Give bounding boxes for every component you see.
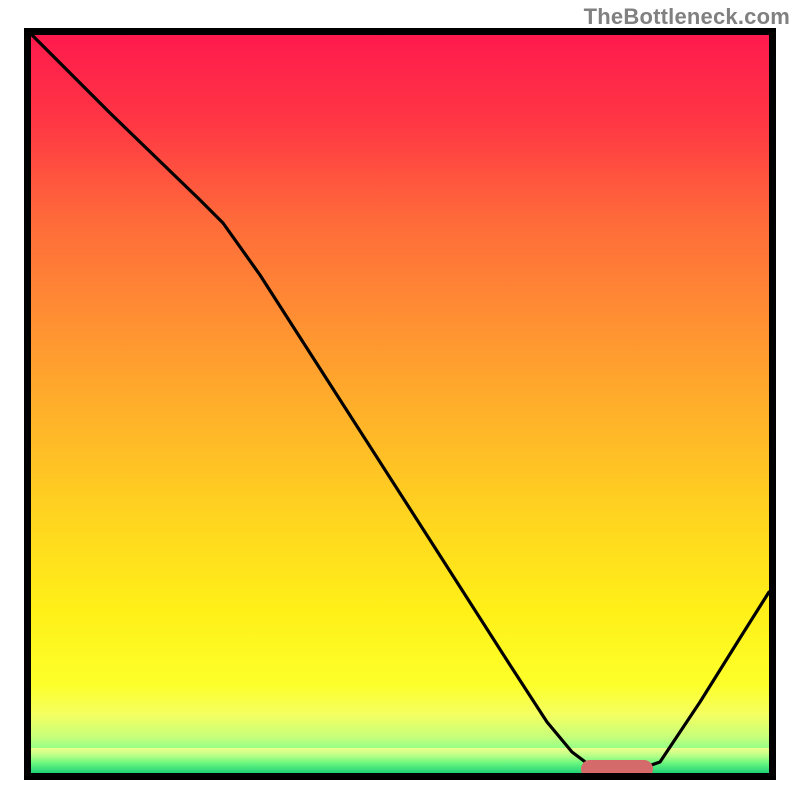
chart-root: { "watermark": { "text": "TheBottleneck.…: [0, 0, 800, 800]
watermark-text: TheBottleneck.com: [584, 4, 790, 30]
chart-frame-border: [24, 28, 776, 780]
